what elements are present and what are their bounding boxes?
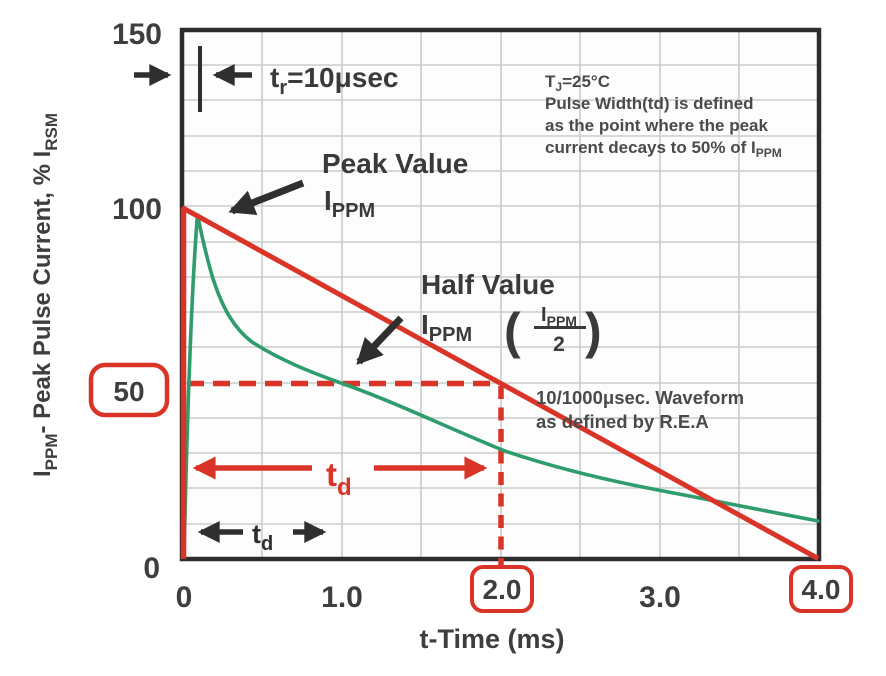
rea-waveform-decay-line [180,205,820,561]
waveform-note-line2: as defined by R.E.A [536,411,709,432]
conditions-line1: TJ=25°C [545,72,610,94]
td-black-label: td [252,519,273,555]
rise-time-label: tr=10μsec [270,62,398,99]
x-tick-0: 0 [176,581,193,614]
half-value-label: Half Value [421,269,555,300]
peak-value-arrow-icon [228,179,305,215]
half-value-open-paren: ( [504,303,521,359]
surge-current-curve [182,213,820,559]
x-tick-4-highlight-box [789,565,853,613]
half-value-close-paren: ) [585,303,602,359]
x-tick-1: 1.0 [321,581,363,614]
y-tick-50: 50 [113,376,144,407]
x-tick-2: 2.0 [483,574,522,605]
peak-value-symbol: IPPM [324,185,375,222]
half-value-fraction-numerator: IPPM [541,304,577,329]
x-tick-3: 3.0 [639,581,681,614]
conditions-line2: Pulse Width(td) is defined [545,94,754,113]
x-axis-title: t-Time (ms) [419,624,564,654]
x-tick-2-highlight-box [470,565,534,613]
half-value-symbol: IPPM [421,309,472,346]
conditions-line4: current decays to 50% of IPPM [545,138,782,160]
y-tick-0: 0 [143,552,160,585]
y-tick-150: 150 [112,18,162,51]
half-value-arrow-icon [356,315,404,365]
y-tick-100: 100 [112,193,162,226]
y-tick-50-highlight-box [88,362,170,418]
y-axis-title: IPPM- Peak Pulse Current, % IRSM [29,113,61,477]
peak-value-label: Peak Value [322,148,468,179]
x-tick-4: 4.0 [802,574,841,605]
half-value-fraction-denominator: 2 [553,333,565,356]
grid [184,32,817,557]
td-red-label: td [326,456,352,501]
waveform-note-line1: 10/1000μsec. Waveform [536,387,744,408]
conditions-line3: as the point where the peak [545,116,768,135]
